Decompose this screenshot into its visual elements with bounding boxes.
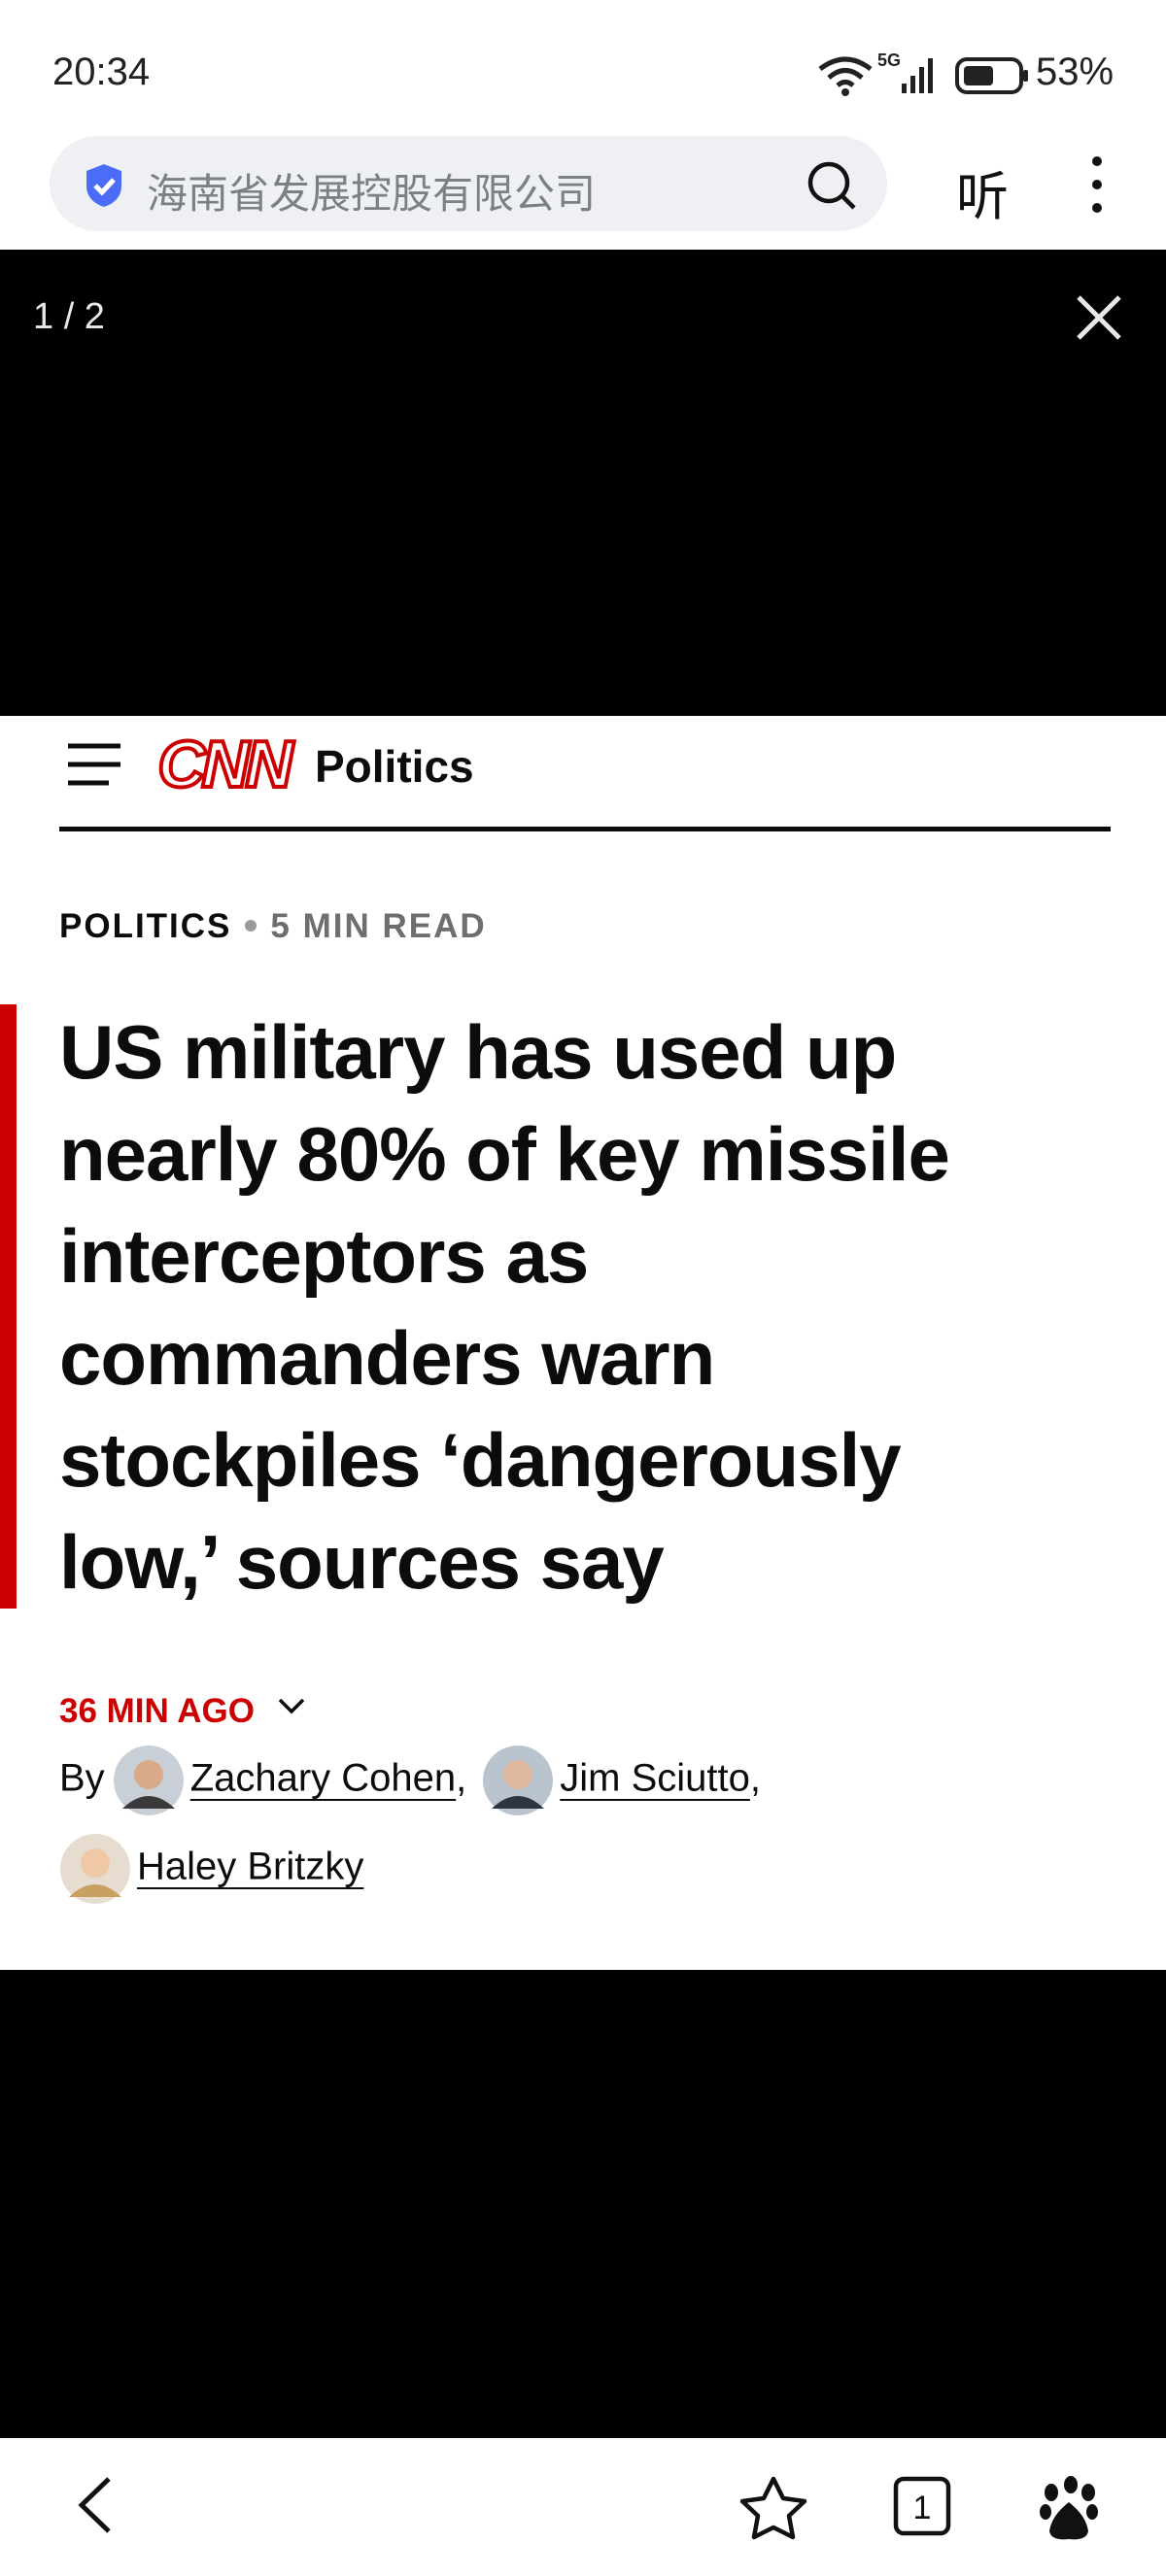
author-avatar[interactable] — [59, 1833, 131, 1905]
kicker: POLITICS 5 MIN READ — [59, 907, 487, 946]
bottom-nav: 1 — [78, 2476, 1098, 2540]
author-avatar[interactable] — [113, 1745, 185, 1816]
listen-button[interactable]: 听 — [956, 168, 1009, 226]
menu-button[interactable] — [1084, 153, 1110, 216]
headline-line: nearly 80% of key missile — [59, 1111, 950, 1197]
headline-line: commanders warn — [59, 1315, 715, 1401]
image-viewer-bottom — [0, 1970, 1166, 2438]
shield-icon — [86, 164, 121, 207]
headline-line: stockpiles ‘dangerously — [59, 1417, 902, 1503]
signal-icon — [902, 58, 933, 93]
header-rule — [59, 827, 1111, 831]
author-name[interactable]: Zachary Cohen — [189, 1756, 457, 1800]
author-name[interactable]: Jim Sciutto — [560, 1756, 750, 1800]
search-icon[interactable] — [806, 159, 858, 212]
section-nav[interactable]: Politics — [315, 741, 474, 792]
byline-separator: , — [456, 1756, 467, 1800]
network-label: 5G — [877, 51, 902, 70]
byline-row: By Zachary Cohen, Jim Sciutto, — [59, 1745, 769, 1816]
byline-by: By — [59, 1756, 105, 1800]
address-bar[interactable]: 海南省发展控股有限公司 — [50, 136, 887, 231]
chevron-icon — [278, 1698, 304, 1714]
headline-line: interceptors as — [59, 1213, 589, 1299]
author-avatar[interactable] — [482, 1745, 554, 1816]
timestamp[interactable]: 36 MIN AGO — [59, 1692, 307, 1731]
back-button[interactable] — [78, 2477, 111, 2533]
close-button[interactable] — [1075, 293, 1123, 342]
headline-line: US military has used up — [59, 1009, 897, 1095]
byline-row: Haley Britzky — [51, 1833, 363, 1905]
headline-accent — [0, 1004, 17, 1609]
bookmark-button[interactable] — [739, 2476, 807, 2540]
kicker-dot — [245, 919, 257, 932]
status-time: 20:34 — [52, 51, 151, 93]
wifi-icon — [818, 56, 873, 96]
baidu-button[interactable] — [1040, 2476, 1098, 2540]
author-name[interactable]: Haley Britzky — [137, 1845, 364, 1888]
cnn-logo[interactable]: CNN — [151, 730, 296, 804]
timestamp-text: 36 MIN AGO — [59, 1692, 255, 1730]
byline-separator: , — [749, 1756, 762, 1800]
logo-text: CNN — [157, 730, 294, 801]
tab-count: 1 — [913, 2490, 932, 2526]
battery-label: 53% — [1036, 51, 1115, 93]
tabs-button[interactable] — [893, 2476, 951, 2536]
image-viewer: 1 / 2 — [0, 250, 1166, 716]
image-counter: 1 / 2 — [33, 296, 105, 337]
hamburger-icon[interactable] — [66, 740, 122, 789]
kicker-section[interactable]: POLITICS — [59, 907, 232, 945]
read-time: 5 MIN READ — [270, 907, 487, 945]
headline-line: low,’ sources say — [59, 1519, 665, 1605]
search-text: 海南省发展控股有限公司 — [147, 171, 597, 217]
battery-icon — [955, 57, 1028, 94]
